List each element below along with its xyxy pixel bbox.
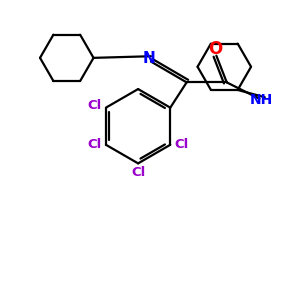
Text: N: N [143,51,156,66]
Text: Cl: Cl [88,138,102,151]
Text: O: O [208,40,222,58]
Text: Cl: Cl [88,99,102,112]
Text: NH: NH [249,93,273,107]
Text: Cl: Cl [131,166,145,179]
Text: Cl: Cl [175,138,189,151]
